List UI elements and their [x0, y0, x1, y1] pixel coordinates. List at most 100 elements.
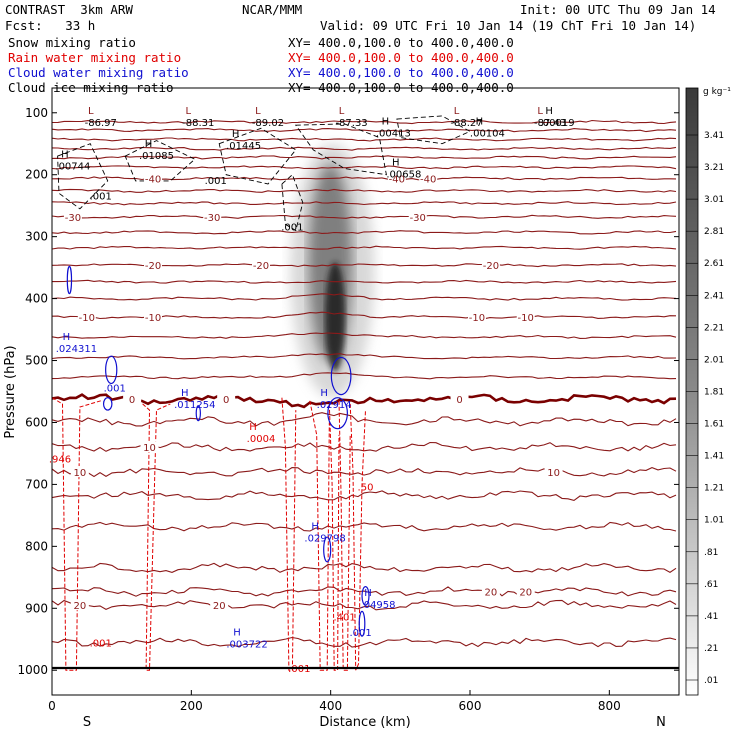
- cloud-water-contour: [195, 405, 201, 422]
- rain-max-label: .0004: [247, 434, 276, 445]
- temperature-contour-label: -30: [204, 213, 220, 224]
- contour-label-bg: [450, 392, 469, 404]
- cloud-water-max-marker: H: [364, 588, 372, 599]
- x-tick-label: 600: [459, 699, 482, 713]
- temperature-contour-label: -20: [483, 261, 499, 272]
- colorbar-label: 1.41: [704, 452, 724, 462]
- temperature-contour: [52, 165, 677, 170]
- rain-water-contour: [328, 403, 340, 671]
- temperature-contour: [52, 119, 677, 125]
- y-axis-label: Pressure (hPa): [3, 345, 18, 438]
- temperature-contour-label: 10: [73, 468, 86, 479]
- low-marker: L: [88, 106, 94, 117]
- rain-contour-label: .50: [358, 483, 374, 494]
- x-tick-label: 400: [319, 699, 342, 713]
- colorbar-label: .61: [704, 580, 718, 590]
- org-label: NCAR/MMM: [242, 2, 303, 17]
- rain-water-contour: [52, 397, 101, 671]
- field-label-cloud-water: Cloud water mixing ratio: [8, 65, 189, 80]
- cloud-water-max-label: .011254: [174, 400, 215, 411]
- cloud-ice-contour: [281, 173, 304, 232]
- contour-label-bg: [217, 392, 236, 404]
- min-temperature-label: -87.43: [534, 118, 566, 129]
- rain-max-marker: H: [249, 422, 257, 433]
- temperature-contour: [52, 155, 677, 160]
- temperature-contour-label: 0: [223, 395, 229, 406]
- y-tick-label: 300: [25, 230, 48, 244]
- colorbar-label: 3.01: [704, 195, 724, 205]
- cloud-water-max-marker: H: [233, 628, 241, 639]
- contour-label-bg: [252, 259, 270, 271]
- colorbar-label: 1.61: [704, 420, 724, 430]
- ice-max-marker: H: [392, 157, 400, 168]
- low-marker: L: [186, 106, 192, 117]
- x-tick-label: 0: [48, 699, 56, 713]
- temperature-contour-label: -30: [65, 213, 81, 224]
- rain-water-contour: [142, 403, 171, 671]
- contour-label-bg: [481, 259, 500, 271]
- colorbar-label: 1.81: [704, 387, 724, 397]
- cloud-water-contour: [102, 397, 113, 411]
- ice-contour-label: .001: [90, 191, 112, 202]
- cloud-water-max-label: .024311: [56, 344, 97, 355]
- ice-max-label: .00019: [540, 118, 575, 129]
- ice-max-marker: H: [145, 139, 153, 150]
- contour-label-bg: [123, 392, 142, 404]
- cloud-water-contour: [330, 356, 352, 396]
- y-tick-label: 900: [25, 601, 48, 615]
- cloud-ice-contour: [396, 115, 472, 145]
- cloud-water-contour: [361, 586, 370, 606]
- cloud-water-max-label: .003722: [226, 640, 267, 651]
- temperature-contour-label: -20: [253, 261, 269, 272]
- colorbar-label: 3.21: [704, 163, 724, 173]
- colorbar-label: 2.21: [704, 323, 724, 333]
- temperature-contour-label: -40: [420, 174, 436, 185]
- colorbar-label: .41: [704, 612, 718, 622]
- model-title: CONTRAST 3km ARW: [5, 2, 133, 17]
- colorbar-label: 2.41: [704, 291, 724, 301]
- temperature-contour: [52, 599, 677, 611]
- cloud-water-contour: [327, 397, 348, 430]
- min-temperature-label: -89.02: [252, 118, 284, 129]
- contour-label-bg: [467, 311, 486, 323]
- cloud-water-contour: [105, 355, 118, 385]
- y-tick-label: 100: [25, 106, 48, 120]
- temperature-contour: [52, 521, 677, 532]
- cloud-ice-contour: [294, 123, 387, 176]
- colorbar-label: 2.61: [704, 259, 724, 269]
- temperature-contour: [52, 353, 677, 360]
- rain-water-contour: [309, 400, 330, 671]
- contour-label-bg: [481, 585, 500, 597]
- colorbar-label: 2.81: [704, 227, 724, 237]
- field-label-rain: Rain water mixing ratio: [8, 50, 182, 65]
- temperature-contour: [52, 636, 677, 648]
- cloud-water-max-marker: H: [181, 388, 189, 399]
- low-marker: L: [255, 106, 261, 117]
- min-temperature-label: -87.33: [335, 118, 367, 129]
- ice-max-label: .00413: [376, 129, 411, 140]
- contour-label-bg: [70, 466, 89, 478]
- temperature-contour-label: -10: [145, 313, 161, 324]
- ice-max-marker: H: [61, 149, 69, 160]
- contour-label-bg: [63, 210, 82, 222]
- x-tick-label: 800: [598, 699, 621, 713]
- cloud-ice-contours: [57, 115, 472, 232]
- ice-max-marker: H: [545, 106, 553, 117]
- temperature-contour-label: -40: [145, 174, 161, 185]
- colorbar-label: 1.21: [704, 484, 724, 494]
- rain-water-contour: [281, 397, 297, 671]
- y-tick-label: 700: [25, 477, 48, 491]
- ice-max-label: .01445: [226, 141, 261, 152]
- y-tick-label: 800: [25, 539, 48, 553]
- temperature-contour-label: -10: [518, 313, 534, 324]
- ice-max-label: .00744: [55, 161, 90, 172]
- contour-label-bg: [140, 441, 159, 453]
- cloud-water-max-label: .04958: [361, 600, 396, 611]
- temperature-contour-label: -20: [145, 261, 161, 272]
- temperature-contour: [52, 393, 677, 409]
- temperature-contour-label: 20: [73, 601, 86, 612]
- ice-contour-label: .001: [205, 176, 227, 187]
- temperature-contour: [52, 201, 677, 206]
